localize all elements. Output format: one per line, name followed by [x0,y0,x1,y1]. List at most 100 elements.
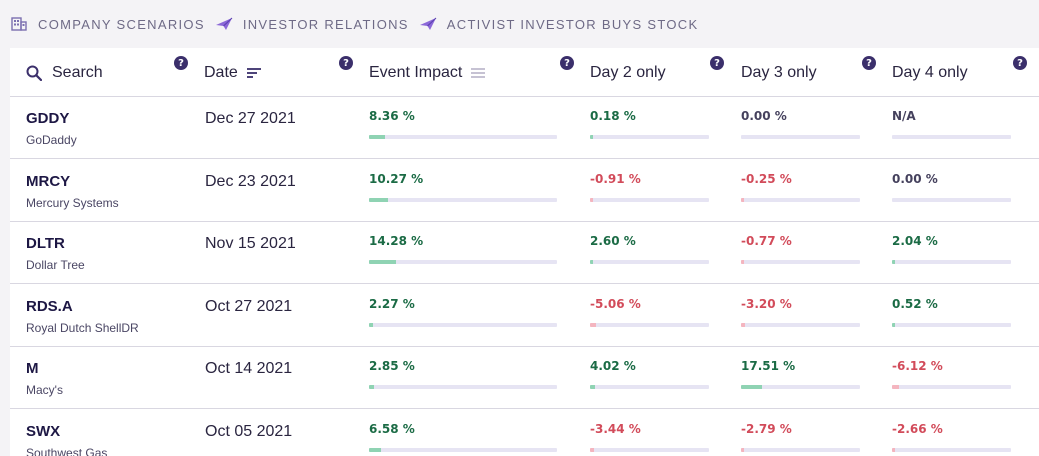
day3-header[interactable]: Day 3 only [741,48,817,97]
day3-cell: -3.20 % [741,296,860,327]
day2-bar [590,197,709,202]
day3-cell: -0.77 % [741,234,860,264]
date-label: Date [204,63,238,81]
day4-cell: 2.04 % [892,234,1011,264]
day2-cell: -0.91 % [590,171,709,202]
event-date: Nov 15 2021 [205,235,296,252]
event-date: Dec 23 2021 [205,172,296,190]
event-bar [369,322,557,327]
day4-cell: 0.00 % [892,171,1011,202]
event-bar-fill [369,322,373,327]
table-row[interactable]: DLTR Dollar Tree Nov 15 2021 14.28 % 2.60 % -… [10,222,1039,284]
event-cell: 2.27 % [369,296,557,327]
breadcrumb-item-activist-investor[interactable]: ACTIVIST INVESTOR BUYS STOCK [419,16,699,32]
breadcrumb: COMPANY SCENARIOS INVESTOR RELATIONS ACT… [0,0,1039,48]
day2-header[interactable]: Day 2 only [590,48,666,97]
day2-bar [590,135,709,139]
day2-cell: 2.60 % [590,234,709,264]
day4-value: N/A [892,109,916,123]
day3-value: -2.79 % [741,421,792,436]
day3-value: 17.51 % [741,359,796,373]
event-bar-fill [369,447,381,452]
day2-bar [590,447,709,452]
table-row[interactable]: SWX Southwest Gas Oct 05 2021 6.58 % -3.44 %… [10,410,1039,456]
table-row[interactable]: MRCY Mercury Systems Dec 23 2021 10.27 % -0.… [10,160,1039,222]
event-bar-fill [369,385,374,389]
breadcrumb-item-investor-relations[interactable]: INVESTOR RELATIONS [215,16,409,32]
day2-cell: 4.02 % [590,359,709,389]
day2-bar-fill [590,197,593,202]
table-row[interactable]: M Macy's Oct 14 2021 2.85 % 4.02 % 17.51 % -6.… [10,347,1039,409]
day4-bar [892,447,1011,452]
ticker-symbol[interactable]: RDS.A [26,297,73,315]
company-name: Southwest Gas [26,445,108,456]
help-icon[interactable]: ? [560,56,574,70]
day2-value: 0.18 % [590,109,636,123]
day4-cell: N/A [892,109,1011,139]
day4-bar-fill [892,322,895,327]
breadcrumb-label: COMPANY SCENARIOS [38,16,205,32]
event-cell: 8.36 % [369,109,557,139]
event-bar-fill [369,260,396,264]
day4-value: 0.52 % [892,296,938,311]
day2-value: -5.06 % [590,296,641,311]
help-icon[interactable]: ? [1013,56,1027,70]
event-cell: 10.27 % [369,171,557,202]
event-impact-header[interactable]: Event Impact [369,48,486,97]
event-date: Oct 27 2021 [205,297,293,315]
date-header[interactable]: Date [204,48,262,97]
day4-bar [892,385,1011,389]
sort-icon[interactable] [246,67,262,79]
day2-bar-fill [590,447,594,452]
event-value: 10.27 % [369,171,424,186]
menu-icon[interactable] [470,67,486,79]
day3-cell: -2.79 % [741,421,860,452]
event-value: 2.27 % [369,296,415,311]
event-cell: 2.85 % [369,359,557,389]
day3-bar-fill [741,322,745,327]
day3-cell: 17.51 % [741,359,860,389]
day2-value: 4.02 % [590,359,636,373]
ticker-symbol[interactable]: GDDY [26,110,70,127]
help-icon[interactable]: ? [710,56,724,70]
results-table: Search ? Date ? Event Impact ? Day 2 onl… [10,48,1039,456]
day3-bar [741,197,860,202]
day3-bar [741,135,860,139]
day3-bar [741,322,860,327]
company-name: Macy's [26,383,63,397]
search-header[interactable]: Search [26,48,103,97]
event-bar-fill [369,135,385,139]
day4-cell: 0.52 % [892,296,1011,327]
day3-bar [741,385,860,389]
ticker-symbol[interactable]: M [26,360,39,377]
help-icon[interactable]: ? [862,56,876,70]
day3-bar [741,260,860,264]
ticker-symbol[interactable]: MRCY [26,172,71,190]
table-row[interactable]: RDS.A Royal Dutch ShellDR Oct 27 2021 2.27 … [10,285,1039,347]
event-bar [369,260,557,264]
ticker-symbol[interactable]: SWX [26,422,61,440]
day3-bar-fill [741,447,744,452]
day4-bar [892,322,1011,327]
day2-bar [590,260,709,264]
day3-cell: 0.00 % [741,109,860,139]
search-label: Search [52,63,103,81]
event-impact-label: Event Impact [369,63,463,81]
table-row[interactable]: GDDY GoDaddy Dec 27 2021 8.36 % 0.18 % 0.00 %… [10,97,1039,159]
help-icon[interactable]: ? [174,56,188,70]
day2-value: -0.91 % [590,171,641,186]
event-value: 14.28 % [369,234,424,248]
day4-header[interactable]: Day 4 only [892,48,968,97]
day4-bar [892,260,1011,264]
help-icon[interactable]: ? [339,56,353,70]
day3-value: -3.20 % [741,296,792,311]
ticker-symbol[interactable]: DLTR [26,235,65,252]
day4-bar-fill [892,260,895,264]
day4-cell: -2.66 % [892,422,1011,452]
building-icon [10,16,28,32]
day4-value: 0.00 % [892,171,938,186]
day2-bar-fill [590,260,593,264]
day4-bar [892,135,1011,139]
day2-cell: 0.18 % [590,109,709,139]
breadcrumb-item-company-scenarios[interactable]: COMPANY SCENARIOS [10,16,205,32]
